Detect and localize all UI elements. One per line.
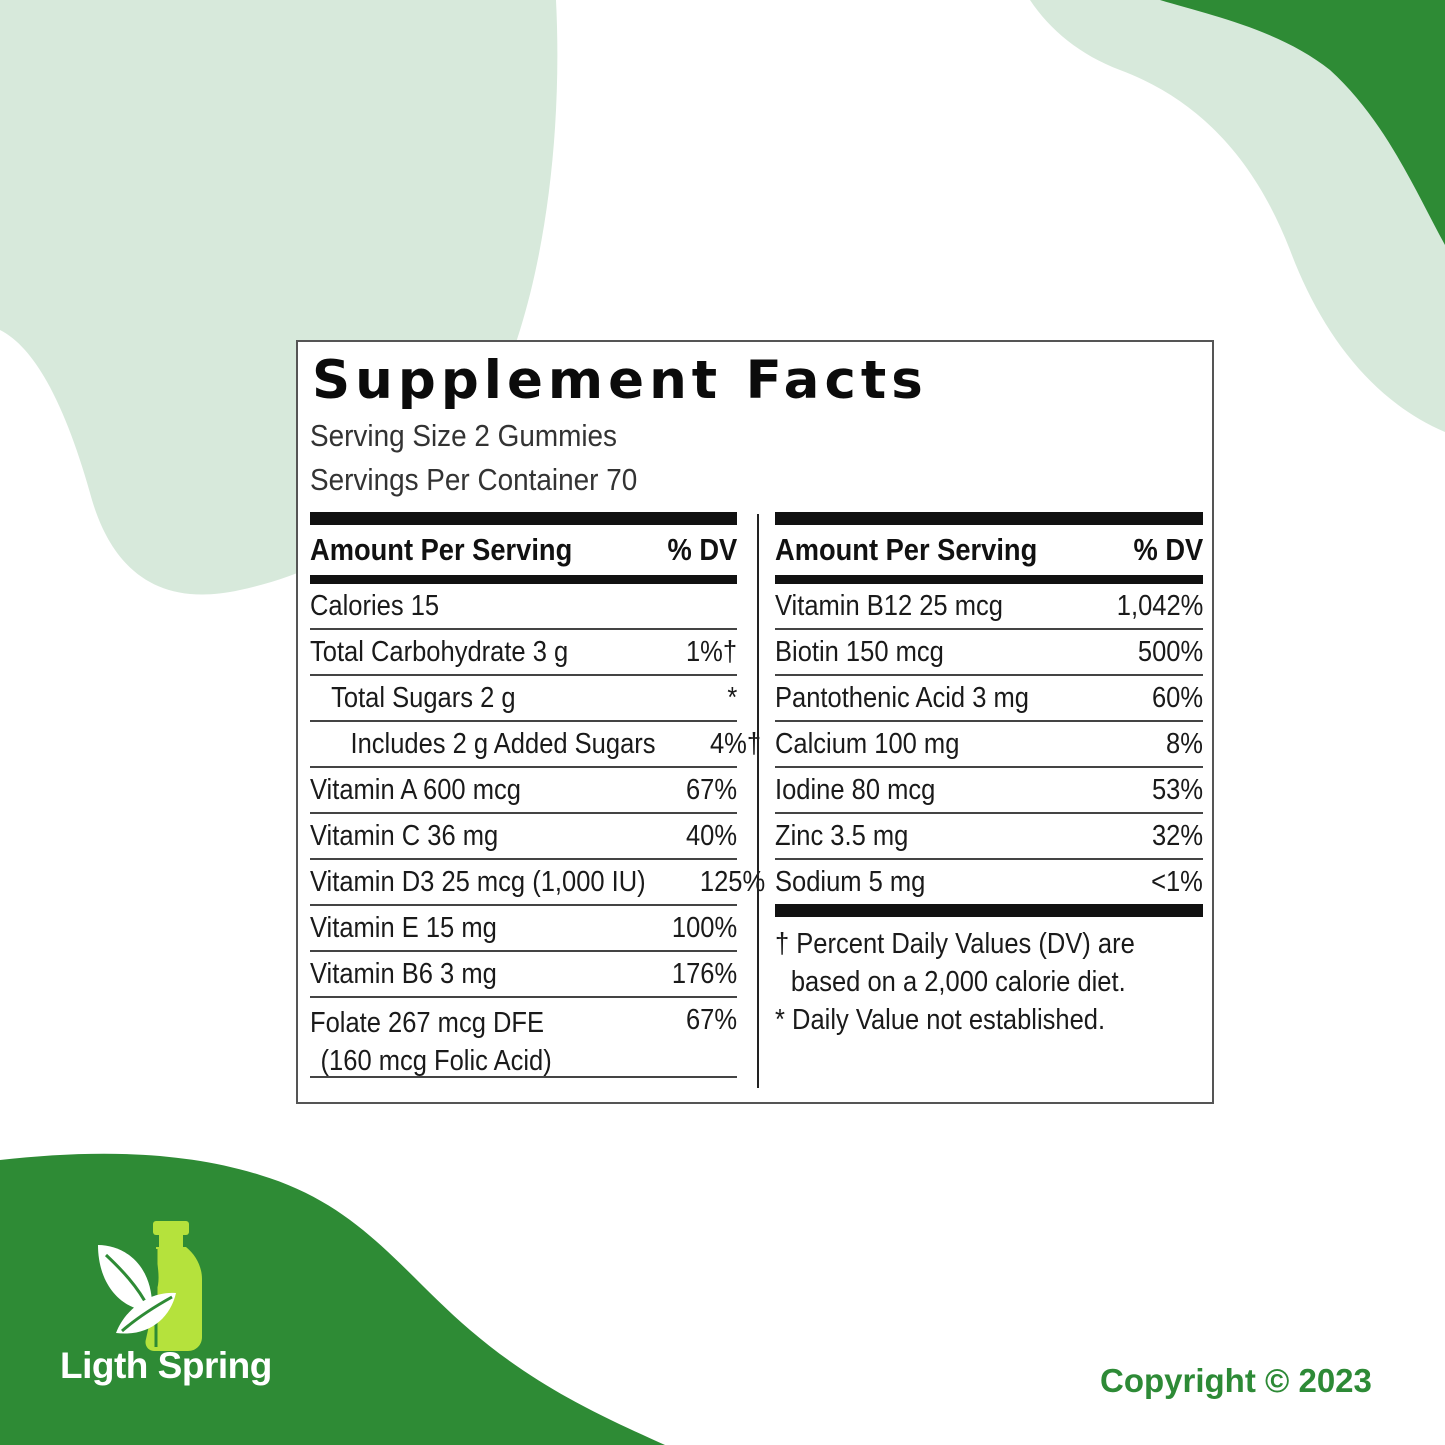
nutrient-name: Biotin 150 mcg bbox=[775, 635, 944, 668]
nutrient-row: Total Carbohydrate 3 g 1%† bbox=[310, 630, 737, 676]
footnote-dv-line-2: based on a 2,000 calorie diet. bbox=[790, 966, 1126, 998]
nutrient-name: Calcium 100 mg bbox=[775, 727, 960, 760]
nutrient-dv: 60% bbox=[1151, 681, 1203, 714]
servings-per-container: Servings Per Container 70 bbox=[310, 462, 638, 497]
nutrient-name: Vitamin E 15 mg bbox=[310, 911, 497, 944]
nutrient-dv: 100% bbox=[671, 911, 737, 944]
column-header: Amount Per Serving % DV bbox=[775, 525, 1203, 575]
footnote-not-established: * Daily Value not established. bbox=[775, 1004, 1106, 1036]
top-right-green-blob bbox=[1160, 0, 1445, 245]
nutrient-dv: 1%† bbox=[685, 635, 737, 668]
nutrient-name: Iodine 80 mcg bbox=[775, 773, 936, 806]
nutrient-row: Biotin 150 mcg 500% bbox=[775, 630, 1203, 676]
nutrient-dv: 67% bbox=[685, 1004, 737, 1036]
top-right-light-blob bbox=[1030, 0, 1445, 432]
nutrient-dv: 4%† bbox=[709, 727, 761, 760]
nutrient-name: Vitamin B12 25 mcg bbox=[775, 589, 1003, 622]
nutrient-name: Vitamin A 600 mcg bbox=[310, 773, 521, 806]
thick-rule bbox=[310, 575, 737, 584]
left-column: Amount Per Serving % DV Calories 15 Tota… bbox=[310, 512, 766, 1078]
nutrient-row: Vitamin E 15 mg 100% bbox=[310, 906, 737, 952]
nutrient-row: Total Sugars 2 g * bbox=[310, 676, 737, 722]
thick-rule bbox=[775, 512, 1203, 525]
nutrient-dv: * bbox=[727, 681, 737, 714]
nutrient-row: Iodine 80 mcg 53% bbox=[775, 768, 1203, 814]
right-column: Amount Per Serving % DV Vitamin B12 25 m… bbox=[775, 512, 1203, 1039]
footnote-dv-line-1: † Percent Daily Values (DV) are bbox=[775, 928, 1135, 960]
nutrient-name: Pantothenic Acid 3 mg bbox=[775, 681, 1029, 714]
nutrient-dv: 176% bbox=[671, 957, 737, 990]
header-dv: % DV bbox=[1133, 532, 1203, 567]
nutrient-name: Vitamin D3 25 mcg (1,000 IU) bbox=[310, 865, 646, 898]
nutrient-name: Folate 267 mcg DFE (160 mcg Folic Acid) bbox=[310, 1004, 552, 1080]
nutrient-dv: <1% bbox=[1151, 865, 1203, 898]
nutrient-dv: 1,042% bbox=[1116, 589, 1203, 622]
column-header: Amount Per Serving % DV bbox=[310, 525, 737, 575]
nutrient-row: Vitamin D3 25 mcg (1,000 IU) 125% bbox=[310, 860, 766, 906]
nutrient-row: Folate 267 mcg DFE (160 mcg Folic Acid) 6… bbox=[310, 998, 737, 1078]
nutrient-name: Zinc 3.5 mg bbox=[775, 819, 909, 852]
nutrient-dv: 32% bbox=[1151, 819, 1203, 852]
nutrient-row: Pantothenic Acid 3 mg 60% bbox=[775, 676, 1203, 722]
header-dv: % DV bbox=[667, 532, 737, 567]
nutrient-name: Total Carbohydrate 3 g bbox=[310, 635, 569, 668]
footnotes: † Percent Daily Values (DV) are based on… bbox=[775, 925, 1152, 1039]
folate-line-2: (160 mcg Folic Acid) bbox=[320, 1045, 552, 1077]
nutrient-row: Vitamin A 600 mcg 67% bbox=[310, 768, 737, 814]
nutrient-row: Calories 15 bbox=[310, 584, 737, 630]
folate-line-1: Folate 267 mcg DFE bbox=[310, 1007, 545, 1039]
nutrient-dv: 500% bbox=[1137, 635, 1203, 668]
nutrient-name: Includes 2 g Added Sugars bbox=[350, 727, 656, 760]
nutrient-row: Vitamin B6 3 mg 176% bbox=[310, 952, 737, 998]
nutrient-name: Calories 15 bbox=[310, 589, 440, 622]
copyright-text: Copyright © 2023 bbox=[1100, 1362, 1372, 1399]
thick-rule bbox=[775, 575, 1203, 584]
header-amount: Amount Per Serving bbox=[310, 532, 573, 567]
nutrient-name: Total Sugars 2 g bbox=[331, 681, 516, 714]
serving-size: Serving Size 2 Gummies bbox=[310, 418, 618, 453]
header-amount: Amount Per Serving bbox=[775, 532, 1038, 567]
thick-rule bbox=[310, 512, 737, 525]
nutrient-row: Vitamin B12 25 mcg 1,042% bbox=[775, 584, 1203, 630]
nutrient-dv: 67% bbox=[685, 773, 737, 806]
nutrient-row: Includes 2 g Added Sugars 4%† bbox=[310, 722, 761, 768]
facts-title: Supplement Facts bbox=[312, 350, 928, 411]
nutrient-row: Vitamin C 36 mg 40% bbox=[310, 814, 737, 860]
nutrient-dv: 53% bbox=[1151, 773, 1203, 806]
thick-rule bbox=[775, 904, 1203, 917]
leaf-bottle-icon bbox=[98, 1221, 202, 1351]
nutrient-name: Vitamin B6 3 mg bbox=[310, 957, 497, 990]
column-divider bbox=[757, 514, 759, 1088]
supplement-facts-panel: Supplement Facts Serving Size 2 Gummies … bbox=[296, 340, 1214, 1104]
nutrient-dv: 40% bbox=[685, 819, 737, 852]
brand-name: Ligth Spring bbox=[60, 1345, 272, 1386]
nutrient-name: Vitamin C 36 mg bbox=[310, 819, 499, 852]
nutrient-row: Calcium 100 mg 8% bbox=[775, 722, 1203, 768]
nutrient-row: Zinc 3.5 mg 32% bbox=[775, 814, 1203, 860]
nutrient-row: Sodium 5 mg <1% bbox=[775, 860, 1203, 904]
nutrient-dv: 8% bbox=[1166, 727, 1203, 760]
nutrient-name: Sodium 5 mg bbox=[775, 865, 926, 898]
nutrient-dv: 125% bbox=[700, 865, 766, 898]
